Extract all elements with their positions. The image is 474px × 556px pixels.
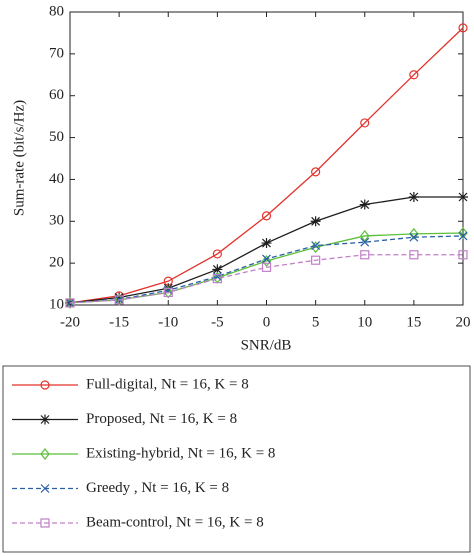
legend-box [2,365,471,553]
y-tick-label: 40 [49,171,64,187]
marker [360,250,370,260]
marker [261,262,272,272]
marker [409,250,419,260]
marker [310,216,321,227]
y-tick-label: 70 [49,45,64,61]
marker [261,238,272,249]
marker [40,484,50,493]
marker [114,295,124,305]
x-tick-label: -15 [109,314,129,330]
marker [261,255,272,268]
marker [409,227,419,240]
marker [409,70,419,80]
marker [409,232,419,242]
marker [40,380,50,390]
y-tick-label: 60 [49,87,64,103]
marker [458,227,468,239]
marker [114,294,124,306]
marker [212,249,222,259]
x-tick-label: 10 [357,314,372,330]
marker [212,274,222,284]
marker [458,250,468,260]
marker [360,237,370,247]
y-tick-label: 20 [49,255,64,271]
legend-label: Full-digital, Nt = 16, K = 8 [86,376,249,392]
marker [408,192,419,203]
y-tick-label: 80 [49,3,64,19]
legend-label: Proposed, Nt = 16, K = 8 [86,411,237,427]
x-tick-label: 5 [312,314,320,330]
marker [163,287,173,298]
marker [40,414,50,425]
x-tick-label: -10 [158,314,178,330]
marker [114,292,125,303]
x-tick-label: 0 [263,314,271,330]
x-tick-label: 20 [456,314,471,330]
marker [311,255,321,265]
legend-label: Greedy , Nt = 16, K = 8 [86,480,229,496]
y-tick-label: 30 [49,213,64,229]
marker [40,518,50,528]
y-tick-label: 50 [49,129,64,145]
marker [262,254,271,264]
marker [311,167,321,177]
marker [311,241,321,250]
series-line [69,196,463,304]
marker [40,448,50,460]
x-axis-label: SNR/dB [241,337,292,353]
marker [261,211,272,221]
marker [65,296,75,309]
marker [359,199,370,210]
series-line [69,254,463,304]
marker [212,264,223,275]
marker [65,298,75,308]
legend-label: Existing-hybrid, Nt = 16, K = 8 [86,445,275,461]
marker [458,23,468,33]
x-tick-label: 15 [406,314,421,330]
marker [458,192,468,203]
marker [360,118,370,128]
x-tick-label: -20 [60,314,80,330]
legend-label: Beam-control, Nt = 16, K = 8 [86,514,264,530]
marker [359,229,370,242]
y-axis-label: Sum-rate (bit/s/Hz) [11,100,27,216]
x-tick-label: -5 [211,314,224,330]
y-tick-label: 10 [49,296,64,312]
series-line [69,27,464,304]
marker [458,231,468,241]
